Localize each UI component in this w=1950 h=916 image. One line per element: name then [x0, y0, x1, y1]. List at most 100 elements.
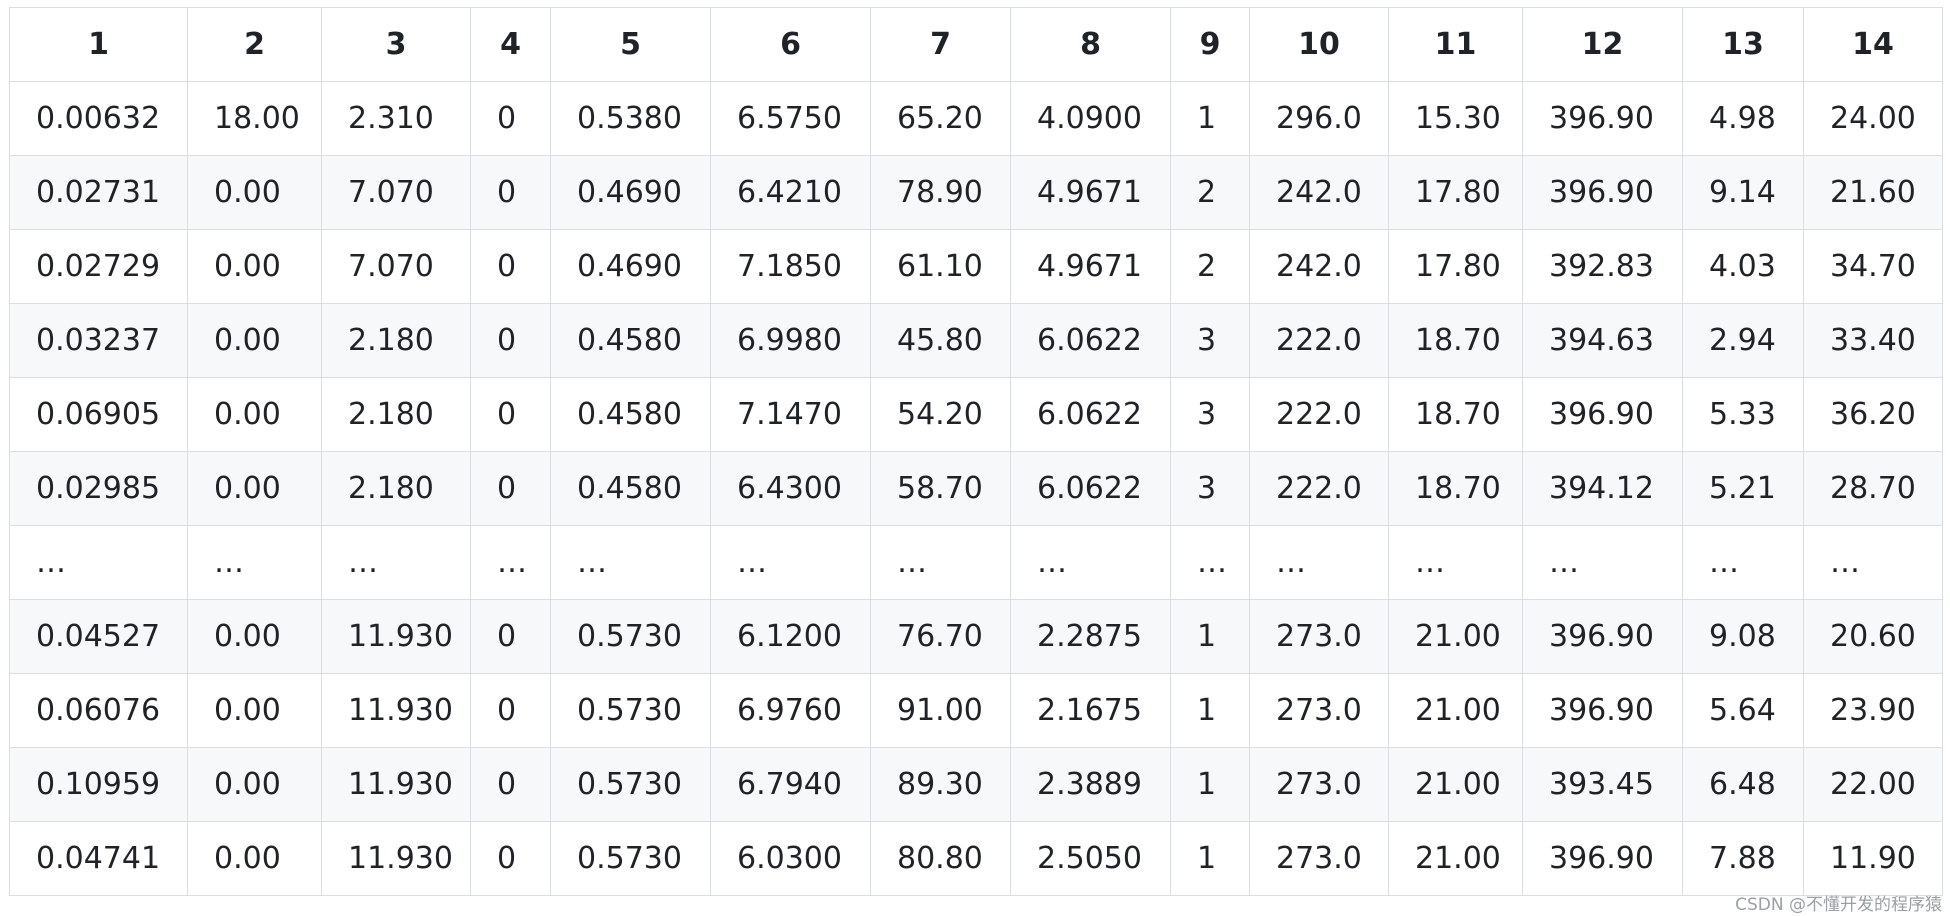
- column-header: 8: [1010, 7, 1171, 82]
- table-cell: 0.4580: [550, 451, 711, 526]
- column-header: 12: [1522, 7, 1683, 82]
- table-cell: 0.5730: [550, 599, 711, 674]
- table-row: 0.06076 0.00 11.930 0 0.5730 6.9760 91.00 2.167…: [9, 673, 1943, 748]
- table-cell: 20.60: [1803, 599, 1943, 674]
- header-row: 1 2 3 4 5 6 7 8 9 10 11 12 13 14: [9, 7, 1943, 82]
- column-header: 9: [1170, 7, 1250, 82]
- table-cell: 3: [1170, 377, 1250, 452]
- table-cell: 1: [1170, 747, 1250, 822]
- table-cell: 6.0622: [1010, 377, 1171, 452]
- table-cell: 0.03237: [9, 303, 188, 378]
- table-row: 0.02729 0.00 7.070 0 0.4690 7.1850 61.10 4.9671…: [9, 229, 1943, 304]
- table-cell: 18.70: [1388, 377, 1523, 452]
- table-cell: 45.80: [870, 303, 1011, 378]
- column-header: 6: [710, 7, 871, 82]
- table-cell: 2: [1170, 155, 1250, 230]
- table-cell: 11.930: [321, 599, 471, 674]
- table-cell: 6.0622: [1010, 451, 1171, 526]
- table-cell: 4.9671: [1010, 155, 1171, 230]
- table-cell: 2.180: [321, 377, 471, 452]
- table-cell: 2: [1170, 229, 1250, 304]
- data-table: 1 2 3 4 5 6 7 8 9 10 11 12 13 14 0.00632 18.00 2.310 0 0.…: [9, 7, 1943, 896]
- table-cell: 58.70: [870, 451, 1011, 526]
- table-cell: 9.14: [1682, 155, 1804, 230]
- table-cell: 11.90: [1803, 821, 1943, 896]
- table-cell: 0.4690: [550, 155, 711, 230]
- table-cell: 0.10959: [9, 747, 188, 822]
- table-cell: 0.00: [187, 155, 322, 230]
- table-cell: 273.0: [1249, 747, 1389, 822]
- table-cell: …: [9, 525, 188, 600]
- table-cell: …: [1803, 525, 1943, 600]
- table-cell: …: [470, 525, 551, 600]
- column-header: 7: [870, 7, 1011, 82]
- table-cell: 6.48: [1682, 747, 1804, 822]
- table-cell: 6.5750: [710, 81, 871, 156]
- table-cell: …: [550, 525, 711, 600]
- table-cell: …: [1388, 525, 1523, 600]
- table-cell: 0.06076: [9, 673, 188, 748]
- table-cell: 0: [470, 747, 551, 822]
- table-cell: …: [1249, 525, 1389, 600]
- table-cell: 0: [470, 451, 551, 526]
- table-cell: 0.5730: [550, 673, 711, 748]
- table-cell: 21.00: [1388, 599, 1523, 674]
- table-cell: 6.9980: [710, 303, 871, 378]
- table-cell: 0.00: [187, 303, 322, 378]
- table-cell: 22.00: [1803, 747, 1943, 822]
- table-cell: 0.00: [187, 599, 322, 674]
- table-cell: 273.0: [1249, 599, 1389, 674]
- column-header: 4: [470, 7, 551, 82]
- table-cell: 6.1200: [710, 599, 871, 674]
- table-header: 1 2 3 4 5 6 7 8 9 10 11 12 13 14: [9, 7, 1943, 82]
- table-cell: 18.00: [187, 81, 322, 156]
- table-cell: 4.03: [1682, 229, 1804, 304]
- table-row: 0.06905 0.00 2.180 0 0.4580 7.1470 54.20 6.0622…: [9, 377, 1943, 452]
- table-cell: 0.4690: [550, 229, 711, 304]
- table-cell: 396.90: [1522, 155, 1683, 230]
- table-cell: 89.30: [870, 747, 1011, 822]
- column-header: 11: [1388, 7, 1523, 82]
- table-cell: 65.20: [870, 81, 1011, 156]
- table-row: 0.03237 0.00 2.180 0 0.4580 6.9980 45.80 6.0622…: [9, 303, 1943, 378]
- table-cell: 76.70: [870, 599, 1011, 674]
- table-cell: 396.90: [1522, 377, 1683, 452]
- table-cell: 7.88: [1682, 821, 1804, 896]
- table-cell: 5.64: [1682, 673, 1804, 748]
- table-cell: 396.90: [1522, 821, 1683, 896]
- table-cell: 242.0: [1249, 229, 1389, 304]
- table-cell: 393.45: [1522, 747, 1683, 822]
- table-row: 0.10959 0.00 11.930 0 0.5730 6.7940 89.30 2.388…: [9, 747, 1943, 822]
- table-cell: …: [1010, 525, 1171, 600]
- table-cell: …: [710, 525, 871, 600]
- watermark: CSDN @不懂开发的程序猿: [1735, 895, 1942, 915]
- table-cell: 222.0: [1249, 451, 1389, 526]
- table-cell: 18.70: [1388, 303, 1523, 378]
- table-cell: 5.33: [1682, 377, 1804, 452]
- table-cell: …: [321, 525, 471, 600]
- table-row: ……………………………………: [9, 525, 1943, 600]
- table-cell: 0.5730: [550, 747, 711, 822]
- table-cell: 0.02731: [9, 155, 188, 230]
- table-cell: 0.02985: [9, 451, 188, 526]
- table-cell: 61.10: [870, 229, 1011, 304]
- table-cell: 0.00: [187, 377, 322, 452]
- table-cell: 242.0: [1249, 155, 1389, 230]
- table-cell: 0.00: [187, 821, 322, 896]
- column-header: 14: [1803, 7, 1943, 82]
- table-cell: 6.0300: [710, 821, 871, 896]
- table-cell: 394.12: [1522, 451, 1683, 526]
- table-cell: …: [1170, 525, 1250, 600]
- table-cell: 78.90: [870, 155, 1011, 230]
- table-cell: 0.00: [187, 747, 322, 822]
- table-cell: 394.63: [1522, 303, 1683, 378]
- table-cell: 18.70: [1388, 451, 1523, 526]
- table-cell: 0: [470, 229, 551, 304]
- table-cell: 2.180: [321, 451, 471, 526]
- table-cell: 396.90: [1522, 673, 1683, 748]
- table-cell: 273.0: [1249, 673, 1389, 748]
- table-cell: 0: [470, 599, 551, 674]
- column-header: 3: [321, 7, 471, 82]
- column-header: 2: [187, 7, 322, 82]
